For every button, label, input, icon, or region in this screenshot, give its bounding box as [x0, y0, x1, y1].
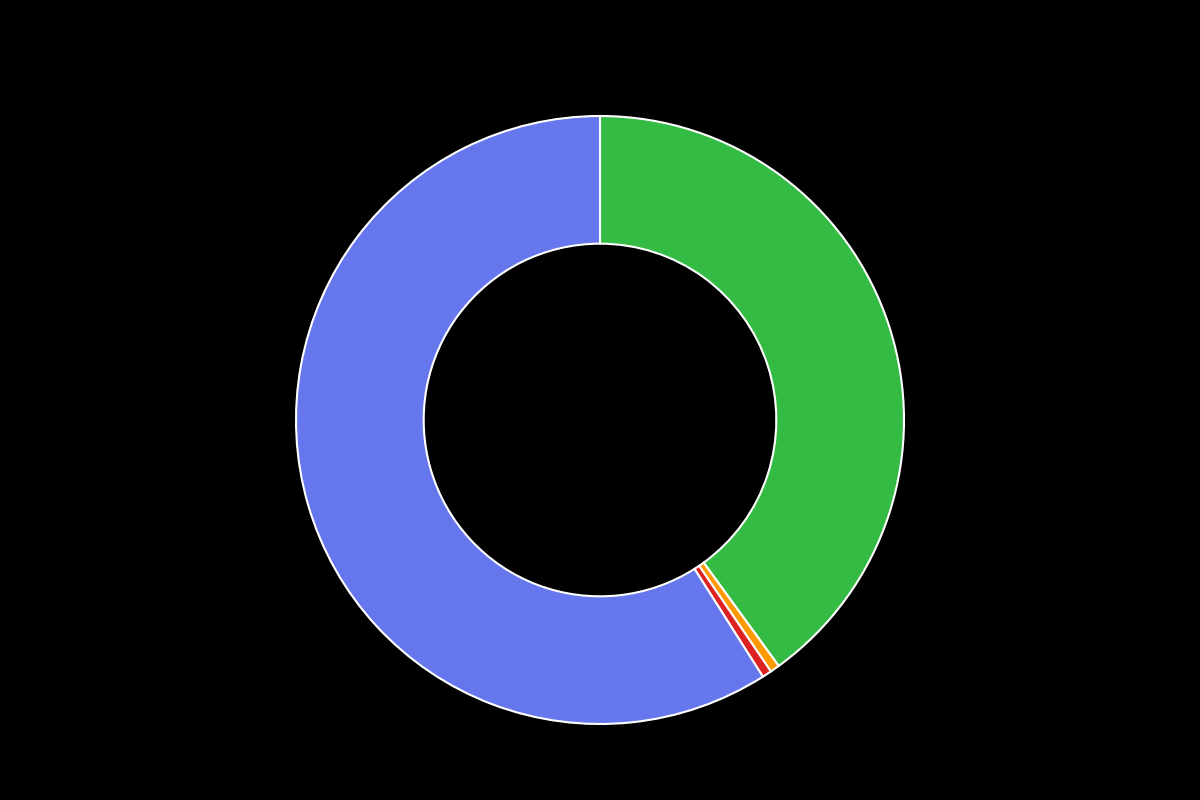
Wedge shape: [695, 566, 770, 677]
Wedge shape: [600, 116, 904, 666]
Wedge shape: [296, 116, 763, 724]
Wedge shape: [700, 562, 779, 671]
